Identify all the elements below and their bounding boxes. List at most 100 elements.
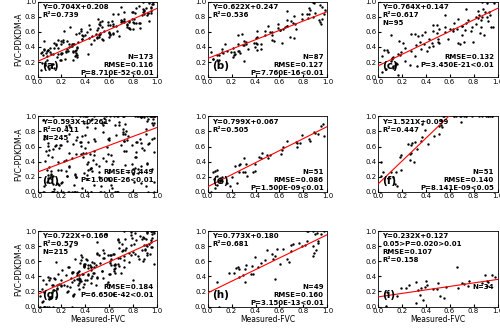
Point	[223, 180, 231, 185]
Point	[48, 282, 56, 287]
Point	[214, 304, 222, 309]
Point	[317, 21, 325, 26]
Point	[404, 141, 412, 147]
Point	[138, 114, 146, 119]
Point	[423, 49, 431, 54]
Point	[240, 42, 248, 47]
Point	[128, 166, 136, 172]
Point	[294, 240, 302, 245]
Point	[140, 256, 148, 262]
Point	[148, 245, 156, 250]
Point	[64, 42, 72, 47]
Point	[472, 22, 480, 27]
Point	[406, 151, 414, 157]
Point	[80, 114, 88, 119]
Point	[111, 262, 119, 267]
Point	[283, 9, 291, 14]
Point	[87, 165, 95, 170]
Point	[236, 50, 244, 56]
Point	[250, 41, 258, 46]
Point	[52, 287, 60, 292]
Point	[68, 280, 76, 285]
Point	[240, 280, 248, 285]
Point	[310, 0, 318, 6]
Point	[434, 281, 442, 286]
Point	[145, 241, 153, 246]
Point	[114, 12, 122, 17]
Point	[77, 278, 85, 283]
Point	[71, 257, 79, 262]
Point	[241, 266, 249, 271]
Point	[230, 52, 238, 58]
Point	[80, 262, 88, 267]
Point	[50, 65, 58, 70]
Text: RMSE=0.132
P=3.450E-21<0.01: RMSE=0.132 P=3.450E-21<0.01	[420, 55, 494, 68]
Point	[96, 31, 104, 36]
Point	[147, 238, 155, 243]
Point	[129, 9, 137, 15]
Point	[83, 125, 91, 130]
Point	[85, 35, 93, 40]
Point	[103, 144, 111, 150]
Point	[416, 285, 424, 291]
Point	[120, 148, 128, 154]
Point	[127, 229, 135, 235]
Point	[113, 114, 121, 119]
Point	[80, 282, 88, 287]
Point	[410, 31, 418, 37]
Point	[266, 153, 274, 158]
Point	[44, 48, 52, 53]
Point	[79, 34, 87, 39]
Point	[74, 275, 82, 281]
Point	[433, 287, 441, 292]
Point	[276, 27, 284, 33]
Point	[59, 189, 67, 195]
Point	[129, 19, 137, 24]
Point	[70, 41, 78, 47]
Point	[282, 24, 290, 29]
Point	[229, 55, 237, 60]
Point	[44, 140, 52, 145]
Point	[148, 136, 156, 141]
Point	[40, 47, 48, 52]
Point	[134, 253, 142, 258]
Point	[106, 31, 114, 37]
Point	[257, 41, 265, 47]
Point	[210, 176, 218, 182]
Point	[418, 122, 426, 127]
Point	[412, 53, 420, 59]
Point	[54, 145, 62, 151]
Point	[75, 273, 83, 278]
Point	[249, 170, 257, 175]
Point	[137, 140, 145, 145]
Point	[140, 114, 148, 120]
Point	[460, 39, 468, 44]
Point	[436, 118, 444, 123]
Point	[58, 50, 66, 56]
Point	[407, 143, 415, 148]
Point	[74, 39, 82, 45]
Point	[442, 284, 450, 290]
Point	[62, 273, 70, 278]
Point	[94, 174, 102, 180]
Point	[110, 268, 118, 273]
Point	[209, 57, 217, 62]
Point	[142, 237, 150, 242]
Point	[214, 57, 222, 62]
Point	[71, 172, 79, 178]
Point	[478, 24, 486, 29]
Point	[98, 155, 106, 160]
Point	[90, 182, 98, 187]
Point	[148, 231, 156, 237]
Point	[251, 255, 259, 260]
Point	[397, 285, 405, 291]
Point	[303, 228, 311, 234]
Point	[106, 178, 114, 183]
Point	[144, 116, 152, 121]
Point	[393, 184, 401, 189]
Point	[115, 245, 123, 251]
Point	[108, 185, 116, 191]
Point	[120, 138, 128, 143]
Point	[134, 166, 142, 171]
Point	[77, 26, 85, 32]
